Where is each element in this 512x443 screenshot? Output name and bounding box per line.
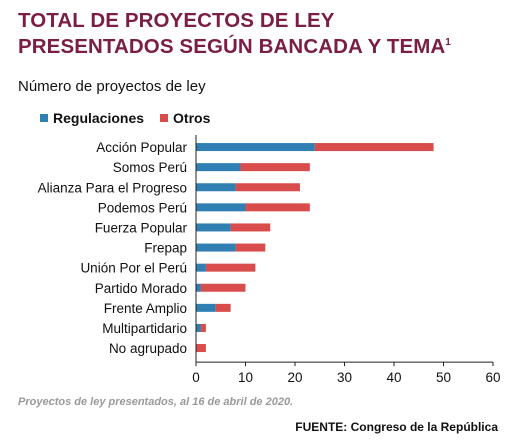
bar-otros — [200, 323, 206, 332]
legend-item-otros: Otros — [160, 110, 210, 126]
bar-otros — [196, 344, 206, 353]
bar-regulaciones — [196, 183, 236, 192]
category-label: Unión Por el Perú — [80, 261, 187, 276]
chart-legend: Regulaciones Otros — [40, 110, 226, 126]
legend-item-regulaciones: Regulaciones — [40, 110, 144, 126]
bar-regulaciones — [196, 263, 206, 272]
title-line-2: PRESENTADOS SEGÚN BANCADA Y TEMA — [18, 35, 446, 58]
category-label: No agrupado — [109, 341, 187, 356]
x-tick-label: 10 — [238, 370, 253, 385]
bar-regulaciones — [196, 283, 201, 292]
chart-subtitle: Número de proyectos de ley — [18, 78, 206, 95]
x-tick-label: 60 — [485, 370, 500, 385]
category-label: Alianza Para el Progreso — [38, 180, 187, 195]
title-footnote-marker: 1 — [445, 37, 451, 49]
category-label: Multipartidario — [102, 321, 187, 336]
legend-swatch-regulaciones — [40, 114, 48, 122]
legend-label-regulaciones: Regulaciones — [53, 110, 145, 126]
bar-regulaciones — [196, 163, 241, 172]
category-label: Somos Perú — [113, 160, 187, 175]
x-tick-label: 30 — [337, 370, 352, 385]
legend-swatch-otros — [160, 114, 169, 122]
bar-otros — [200, 283, 246, 292]
bar-otros — [240, 163, 310, 172]
bar-otros — [215, 303, 231, 312]
bar-regulaciones — [196, 303, 216, 312]
bar-regulaciones — [196, 223, 231, 232]
category-label: Podemos Perú — [98, 200, 187, 215]
chart-source: FUENTE: Congreso de la República — [295, 420, 498, 434]
bar-regulaciones — [196, 323, 201, 332]
x-tick-label: 50 — [436, 370, 451, 385]
category-label: Frente Amplio — [104, 301, 187, 316]
bar-regulaciones — [196, 243, 236, 252]
bar-otros — [235, 243, 266, 252]
bar-otros — [235, 183, 300, 192]
x-tick-label: 0 — [192, 370, 200, 385]
bar-regulaciones — [196, 143, 315, 152]
category-label: Fuerza Popular — [95, 220, 188, 235]
bar-otros — [230, 223, 271, 232]
bar-otros — [245, 203, 310, 212]
x-tick-label: 20 — [287, 370, 302, 385]
chart-note: Proyectos de ley presentados, al 16 de a… — [18, 396, 294, 408]
category-label: Frepap — [144, 241, 187, 256]
category-label: Partido Morado — [95, 281, 187, 296]
bar-otros — [205, 263, 256, 272]
legend-label-otros: Otros — [173, 110, 211, 126]
title-line-1: TOTAL DE PROYECTOS DE LEY — [18, 9, 335, 32]
chart-title: TOTAL DE PROYECTOS DE LEY PRESENTADOS SE… — [18, 8, 503, 60]
category-label: Acción Popular — [96, 140, 187, 155]
bar-otros — [314, 143, 434, 152]
bar-regulaciones — [196, 203, 246, 212]
x-tick-label: 40 — [386, 370, 401, 385]
